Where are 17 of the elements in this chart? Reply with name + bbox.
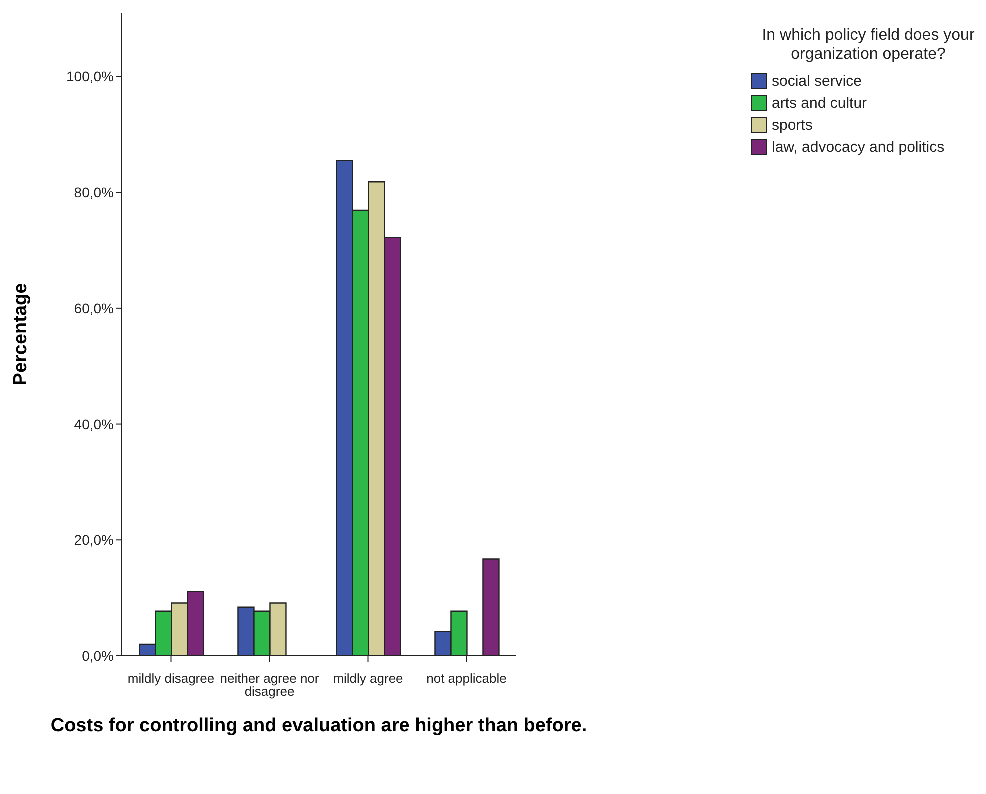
legend-label: sports: [772, 116, 813, 134]
x-tick-label: not applicable: [426, 671, 507, 686]
y-tick-label: 80,0%: [74, 184, 114, 201]
legend-label: arts and cultur: [772, 94, 868, 112]
legend-label: law, advocacy and politics: [772, 138, 945, 156]
y-tick-label: 0,0%: [82, 648, 114, 664]
x-tick-label: neither agree nor disagree: [220, 671, 320, 700]
x-tick-label: mildly disagree: [128, 671, 215, 686]
x-axis-title: Costs for controlling and evaluation are higher than before.: [50, 715, 588, 736]
y-tick-label: 20,0%: [74, 532, 114, 548]
y-tick-label: 60,0%: [74, 300, 114, 316]
y-tick-label: 100,0%: [66, 68, 114, 85]
y-axis-title: Percentage: [10, 283, 32, 386]
legend-label: social service: [772, 72, 862, 90]
y-tick-label: 40,0%: [74, 416, 114, 432]
legend-title: In which policy field does your organization operate?: [761, 26, 976, 64]
x-tick-label: mildly agree: [333, 671, 404, 686]
